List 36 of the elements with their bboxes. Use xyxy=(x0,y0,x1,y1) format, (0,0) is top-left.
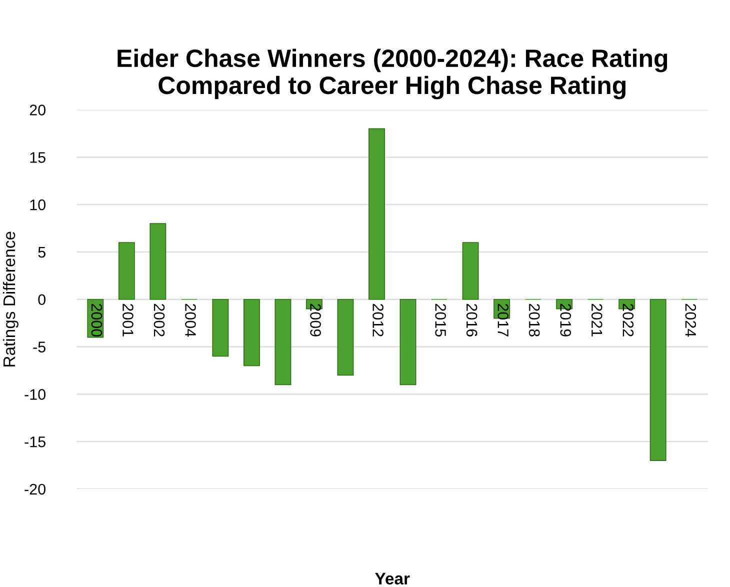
y-tick-label: -5 xyxy=(33,342,46,352)
x-tick-label: 2021 xyxy=(591,304,602,336)
y-tick-label: 15 xyxy=(30,152,46,163)
x-tick-label: 2012 xyxy=(372,304,384,336)
bar xyxy=(650,298,666,461)
x-tick-label: 2001 xyxy=(122,304,134,336)
y-tick-label: 20 xyxy=(30,104,46,116)
bar xyxy=(243,298,260,366)
bar xyxy=(150,223,166,300)
x-tick-label: 2022 xyxy=(622,304,634,336)
bar xyxy=(212,298,229,357)
x-tick-label: 2016 xyxy=(466,304,478,336)
x-tick-label: 2004 xyxy=(185,304,196,337)
y-tick-label: -10 xyxy=(24,389,46,400)
bar xyxy=(118,242,135,300)
x-tick-label: 2018 xyxy=(528,304,540,336)
x-axis-title: Year xyxy=(375,572,410,585)
y-tick-label: -15 xyxy=(24,436,46,448)
y-tick-label: 5 xyxy=(38,246,46,258)
bar xyxy=(400,298,416,386)
bar xyxy=(462,242,479,300)
bar xyxy=(274,298,292,386)
bar xyxy=(337,298,354,376)
x-tick-label: 2019 xyxy=(560,304,572,336)
y-tick-label: -20 xyxy=(24,484,46,495)
chart-title: Eider Chase Winners (2000-2024): Race Rating Compared to Career High Chase Rating xyxy=(118,48,668,100)
x-tick-label: 2015 xyxy=(435,304,446,337)
y-tick-label: 0 xyxy=(38,294,46,306)
y-axis-title: Ratings Difference xyxy=(2,232,18,366)
bar xyxy=(368,128,385,300)
x-tick-label: 2017 xyxy=(498,304,508,336)
x-tick-label: 2002 xyxy=(154,304,165,336)
x-tick-label: 2009 xyxy=(310,304,321,336)
x-tick-label: 2000 xyxy=(91,304,102,337)
x-tick-label: 2024 xyxy=(685,304,696,337)
y-tick-label: 10 xyxy=(30,199,46,210)
